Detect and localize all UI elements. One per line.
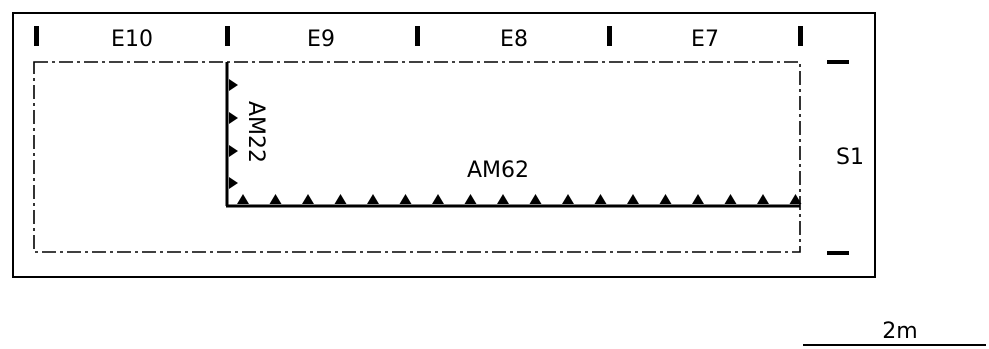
marker-triangle xyxy=(334,194,347,204)
marker-triangle xyxy=(464,194,477,204)
grid-tick xyxy=(34,26,39,46)
marker-triangle xyxy=(529,194,542,204)
row-label-s1: S1 xyxy=(836,145,864,170)
marker-triangle xyxy=(659,194,672,204)
marker-triangle xyxy=(432,194,444,204)
marker-triangle xyxy=(237,194,249,204)
grid-tick xyxy=(415,26,420,46)
marker-triangle xyxy=(562,194,574,204)
marker-triangle xyxy=(302,194,314,204)
outer-frame xyxy=(12,12,876,278)
vertical-member-markers xyxy=(229,79,238,189)
marker-triangle xyxy=(229,112,238,124)
marker-triangle xyxy=(399,194,412,204)
grid-tick xyxy=(607,26,612,46)
grid-tick xyxy=(798,26,803,46)
marker-triangle xyxy=(497,194,509,204)
row-tick-top xyxy=(827,60,849,64)
marker-triangle xyxy=(269,194,282,204)
marker-triangle xyxy=(229,79,238,91)
horizontal-member-markers xyxy=(237,194,802,204)
row-tick-bottom xyxy=(827,251,849,255)
marker-triangle xyxy=(692,194,704,204)
member-label-am22: AM22 xyxy=(243,101,268,163)
marker-triangle xyxy=(757,194,769,204)
scale-label: 2m xyxy=(882,319,917,344)
marker-triangle xyxy=(724,194,737,204)
member-label-am62: AM62 xyxy=(467,158,529,183)
column-label-e10: E10 xyxy=(111,27,153,52)
marker-triangle xyxy=(594,194,607,204)
marker-triangle xyxy=(627,194,639,204)
column-label-e9: E9 xyxy=(307,27,335,52)
boundary-outline xyxy=(33,61,801,253)
column-label-e8: E8 xyxy=(500,27,528,52)
marker-triangle xyxy=(229,177,238,189)
column-label-e7: E7 xyxy=(691,27,719,52)
grid-ticks-top xyxy=(34,26,803,46)
marker-triangle xyxy=(789,194,802,204)
marker-triangle xyxy=(367,194,379,204)
grid-tick xyxy=(225,26,230,46)
marker-triangle xyxy=(229,145,238,157)
